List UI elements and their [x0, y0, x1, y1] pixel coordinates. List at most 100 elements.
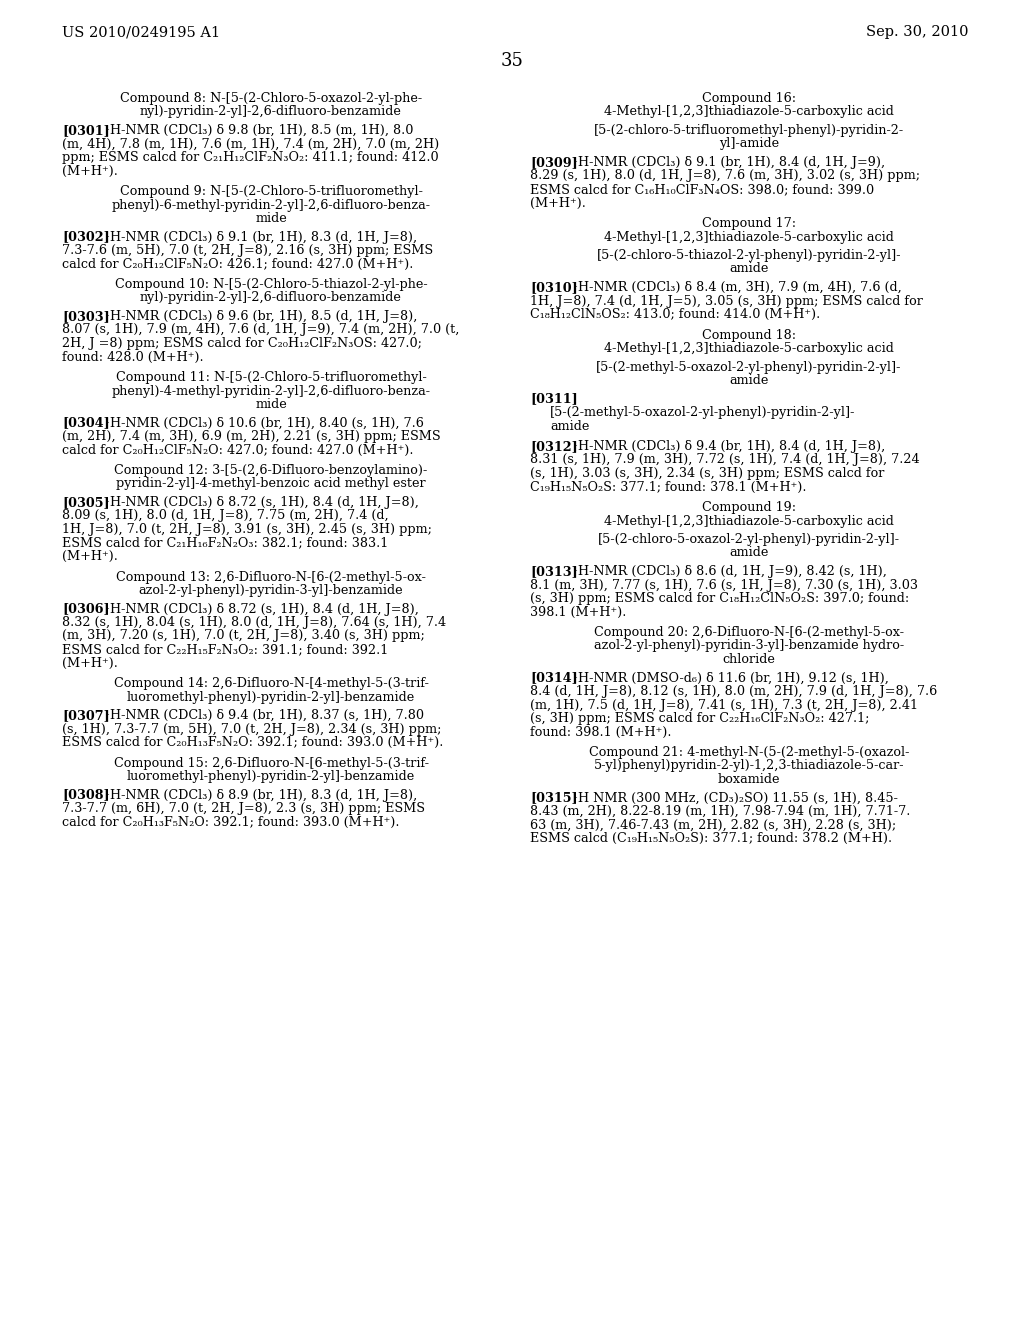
Text: (s, 1H), 7.3-7.7 (m, 5H), 7.0 (t, 2H, J=8), 2.34 (s, 3H) ppm;: (s, 1H), 7.3-7.7 (m, 5H), 7.0 (t, 2H, J=…: [62, 722, 441, 735]
Text: azol-2-yl-phenyl)-pyridin-3-yl]-benzamide: azol-2-yl-phenyl)-pyridin-3-yl]-benzamid…: [138, 583, 403, 597]
Text: (s, 3H) ppm; ESMS calcd for C₂₂H₁₆ClF₂N₃O₂: 427.1;: (s, 3H) ppm; ESMS calcd for C₂₂H₁₆ClF₂N₃…: [530, 711, 869, 725]
Text: [0313]: [0313]: [530, 565, 578, 578]
Text: mide: mide: [255, 213, 287, 224]
Text: 63 (m, 3H), 7.46-7.43 (m, 2H), 2.82 (s, 3H), 2.28 (s, 3H);: 63 (m, 3H), 7.46-7.43 (m, 2H), 2.82 (s, …: [530, 818, 896, 832]
Text: amide: amide: [729, 374, 769, 387]
Text: nyl)-pyridin-2-yl]-2,6-difluoro-benzamide: nyl)-pyridin-2-yl]-2,6-difluoro-benzamid…: [140, 292, 402, 305]
Text: (M+H⁺).: (M+H⁺).: [62, 656, 118, 669]
Text: 8.43 (m, 2H), 8.22-8.19 (m, 1H), 7.98-7.94 (m, 1H), 7.71-7.: 8.43 (m, 2H), 8.22-8.19 (m, 1H), 7.98-7.…: [530, 805, 910, 818]
Text: [0310]: [0310]: [530, 281, 578, 294]
Text: ¹H-NMR (CDCl₃) δ 8.6 (d, 1H, J=9), 8.42 (s, 1H),: ¹H-NMR (CDCl₃) δ 8.6 (d, 1H, J=9), 8.42 …: [573, 565, 887, 578]
Text: Compound 16:: Compound 16:: [701, 92, 796, 106]
Text: ¹H-NMR (CDCl₃) δ 9.4 (br, 1H), 8.37 (s, 1H), 7.80: ¹H-NMR (CDCl₃) δ 9.4 (br, 1H), 8.37 (s, …: [105, 709, 424, 722]
Text: [5-(2-methyl-5-oxazol-2-yl-phenyl)-pyridin-2-yl]-: [5-(2-methyl-5-oxazol-2-yl-phenyl)-pyrid…: [550, 407, 855, 418]
Text: US 2010/0249195 A1: US 2010/0249195 A1: [62, 25, 220, 40]
Text: phenyl)-6-methyl-pyridin-2-yl]-2,6-difluoro-benza-: phenyl)-6-methyl-pyridin-2-yl]-2,6-diflu…: [112, 198, 430, 211]
Text: ¹H-NMR (CDCl₃) δ 8.72 (s, 1H), 8.4 (d, 1H, J=8),: ¹H-NMR (CDCl₃) δ 8.72 (s, 1H), 8.4 (d, 1…: [105, 602, 419, 615]
Text: [0309]: [0309]: [530, 156, 578, 169]
Text: Compound 13: 2,6-Difluoro-N-[6-(2-methyl-5-ox-: Compound 13: 2,6-Difluoro-N-[6-(2-methyl…: [116, 570, 426, 583]
Text: calcd for C₂₀H₁₂ClF₅N₂O: 426.1; found: 427.0 (M+H⁺).: calcd for C₂₀H₁₂ClF₅N₂O: 426.1; found: 4…: [62, 257, 414, 271]
Text: 8.31 (s, 1H), 7.9 (m, 3H), 7.72 (s, 1H), 7.4 (d, 1H, J=8), 7.24: 8.31 (s, 1H), 7.9 (m, 3H), 7.72 (s, 1H),…: [530, 454, 920, 466]
Text: amide: amide: [550, 420, 590, 433]
Text: ESMS calcd for C₁₆H₁₀ClF₃N₄OS: 398.0; found: 399.0: ESMS calcd for C₁₆H₁₀ClF₃N₄OS: 398.0; fo…: [530, 183, 874, 195]
Text: C₁₉H₁₅N₅O₂S: 377.1; found: 378.1 (M+H⁺).: C₁₉H₁₅N₅O₂S: 377.1; found: 378.1 (M+H⁺).: [530, 480, 807, 494]
Text: Compound 20: 2,6-Difluoro-N-[6-(2-methyl-5-ox-: Compound 20: 2,6-Difluoro-N-[6-(2-methyl…: [594, 626, 904, 639]
Text: found: 428.0 (M+H⁺).: found: 428.0 (M+H⁺).: [62, 351, 204, 363]
Text: amide: amide: [729, 263, 769, 276]
Text: Compound 21: 4-methyl-N-(5-(2-methyl-5-(oxazol-: Compound 21: 4-methyl-N-(5-(2-methyl-5-(…: [589, 746, 909, 759]
Text: [0306]: [0306]: [62, 602, 110, 615]
Text: 4-Methyl-[1,2,3]thiadiazole-5-carboxylic acid: 4-Methyl-[1,2,3]thiadiazole-5-carboxylic…: [604, 342, 894, 355]
Text: 7.3-7.7 (m, 6H), 7.0 (t, 2H, J=8), 2.3 (s, 3H) ppm; ESMS: 7.3-7.7 (m, 6H), 7.0 (t, 2H, J=8), 2.3 (…: [62, 803, 425, 814]
Text: ¹H-NMR (CDCl₃) δ 9.8 (br, 1H), 8.5 (m, 1H), 8.0: ¹H-NMR (CDCl₃) δ 9.8 (br, 1H), 8.5 (m, 1…: [105, 124, 414, 137]
Text: 8.29 (s, 1H), 8.0 (d, 1H, J=8), 7.6 (m, 3H), 3.02 (s, 3H) ppm;: 8.29 (s, 1H), 8.0 (d, 1H, J=8), 7.6 (m, …: [530, 169, 920, 182]
Text: luoromethyl-phenyl)-pyridin-2-yl]-benzamide: luoromethyl-phenyl)-pyridin-2-yl]-benzam…: [127, 690, 415, 704]
Text: (m, 3H), 7.20 (s, 1H), 7.0 (t, 2H, J=8), 3.40 (s, 3H) ppm;: (m, 3H), 7.20 (s, 1H), 7.0 (t, 2H, J=8),…: [62, 630, 425, 643]
Text: [0311]: [0311]: [530, 392, 578, 405]
Text: 398.1 (M+H⁺).: 398.1 (M+H⁺).: [530, 606, 627, 619]
Text: calcd for C₂₀H₁₃F₅N₂O: 392.1; found: 393.0 (M+H⁺).: calcd for C₂₀H₁₃F₅N₂O: 392.1; found: 393…: [62, 816, 399, 829]
Text: amide: amide: [729, 546, 769, 560]
Text: ¹H-NMR (CDCl₃) δ 9.4 (br, 1H), 8.4 (d, 1H, J=8),: ¹H-NMR (CDCl₃) δ 9.4 (br, 1H), 8.4 (d, 1…: [573, 440, 886, 453]
Text: [0308]: [0308]: [62, 788, 110, 801]
Text: calcd for C₂₀H₁₂ClF₅N₂O: 427.0; found: 427.0 (M+H⁺).: calcd for C₂₀H₁₂ClF₅N₂O: 427.0; found: 4…: [62, 444, 414, 457]
Text: Compound 15: 2,6-Difluoro-N-[6-methyl-5-(3-trif-: Compound 15: 2,6-Difluoro-N-[6-methyl-5-…: [114, 756, 428, 770]
Text: ¹H-NMR (CDCl₃) δ 8.72 (s, 1H), 8.4 (d, 1H, J=8),: ¹H-NMR (CDCl₃) δ 8.72 (s, 1H), 8.4 (d, 1…: [105, 496, 419, 510]
Text: 8.32 (s, 1H), 8.04 (s, 1H), 8.0 (d, 1H, J=8), 7.64 (s, 1H), 7.4: 8.32 (s, 1H), 8.04 (s, 1H), 8.0 (d, 1H, …: [62, 616, 446, 630]
Text: Compound 10: N-[5-(2-Chloro-5-thiazol-2-yl-phe-: Compound 10: N-[5-(2-Chloro-5-thiazol-2-…: [115, 279, 427, 290]
Text: azol-2-yl-phenyl)-pyridin-3-yl]-benzamide hydro-: azol-2-yl-phenyl)-pyridin-3-yl]-benzamid…: [594, 639, 904, 652]
Text: 8.09 (s, 1H), 8.0 (d, 1H, J=8), 7.75 (m, 2H), 7.4 (d,: 8.09 (s, 1H), 8.0 (d, 1H, J=8), 7.75 (m,…: [62, 510, 389, 523]
Text: ¹H-NMR (CDCl₃) δ 9.1 (br, 1H), 8.4 (d, 1H, J=9),: ¹H-NMR (CDCl₃) δ 9.1 (br, 1H), 8.4 (d, 1…: [573, 156, 886, 169]
Text: ¹H-NMR (CDCl₃) δ 9.1 (br, 1H), 8.3 (d, 1H, J=8),: ¹H-NMR (CDCl₃) δ 9.1 (br, 1H), 8.3 (d, 1…: [105, 231, 418, 243]
Text: ESMS calcd for C₂₀H₁₃F₅N₂O: 392.1; found: 393.0 (M+H⁺).: ESMS calcd for C₂₀H₁₃F₅N₂O: 392.1; found…: [62, 737, 443, 748]
Text: mide: mide: [255, 399, 287, 411]
Text: 2H, J =8) ppm; ESMS calcd for C₂₀H₁₂ClF₂N₃OS: 427.0;: 2H, J =8) ppm; ESMS calcd for C₂₀H₁₂ClF₂…: [62, 337, 422, 350]
Text: [0314]: [0314]: [530, 672, 578, 685]
Text: [0302]: [0302]: [62, 231, 110, 243]
Text: 4-Methyl-[1,2,3]thiadiazole-5-carboxylic acid: 4-Methyl-[1,2,3]thiadiazole-5-carboxylic…: [604, 231, 894, 243]
Text: 1H, J=8), 7.0 (t, 2H, J=8), 3.91 (s, 3H), 2.45 (s, 3H) ppm;: 1H, J=8), 7.0 (t, 2H, J=8), 3.91 (s, 3H)…: [62, 523, 432, 536]
Text: ¹H-NMR (CDCl₃) δ 10.6 (br, 1H), 8.40 (s, 1H), 7.6: ¹H-NMR (CDCl₃) δ 10.6 (br, 1H), 8.40 (s,…: [105, 417, 424, 429]
Text: (m, 4H), 7.8 (m, 1H), 7.6 (m, 1H), 7.4 (m, 2H), 7.0 (m, 2H): (m, 4H), 7.8 (m, 1H), 7.6 (m, 1H), 7.4 (…: [62, 137, 439, 150]
Text: ESMS calcd for C₂₁H₁₆F₂N₂O₃: 382.1; found: 383.1: ESMS calcd for C₂₁H₁₆F₂N₂O₃: 382.1; foun…: [62, 536, 388, 549]
Text: 1H, J=8), 7.4 (d, 1H, J=5), 3.05 (s, 3H) ppm; ESMS calcd for: 1H, J=8), 7.4 (d, 1H, J=5), 3.05 (s, 3H)…: [530, 294, 923, 308]
Text: 5-yl)phenyl)pyridin-2-yl)-1,2,3-thiadiazole-5-car-: 5-yl)phenyl)pyridin-2-yl)-1,2,3-thiadiaz…: [594, 759, 904, 772]
Text: ppm; ESMS calcd for C₂₁H₁₂ClF₂N₃O₂: 411.1; found: 412.0: ppm; ESMS calcd for C₂₁H₁₂ClF₂N₃O₂: 411.…: [62, 150, 438, 164]
Text: [5-(2-chloro-5-thiazol-2-yl-phenyl)-pyridin-2-yl]-: [5-(2-chloro-5-thiazol-2-yl-phenyl)-pyri…: [597, 249, 901, 261]
Text: 8.1 (m, 3H), 7.77 (s, 1H), 7.6 (s, 1H, J=8), 7.30 (s, 1H), 3.03: 8.1 (m, 3H), 7.77 (s, 1H), 7.6 (s, 1H, J…: [530, 578, 918, 591]
Text: 35: 35: [501, 51, 523, 70]
Text: (M+H⁺).: (M+H⁺).: [62, 165, 118, 177]
Text: [0305]: [0305]: [62, 496, 110, 510]
Text: [5-(2-chloro-5-trifluoromethyl-phenyl)-pyridin-2-: [5-(2-chloro-5-trifluoromethyl-phenyl)-p…: [594, 124, 904, 137]
Text: [0303]: [0303]: [62, 310, 110, 323]
Text: ¹H-NMR (CDCl₃) δ 8.9 (br, 1H), 8.3 (d, 1H, J=8),: ¹H-NMR (CDCl₃) δ 8.9 (br, 1H), 8.3 (d, 1…: [105, 788, 418, 801]
Text: Sep. 30, 2010: Sep. 30, 2010: [865, 25, 968, 40]
Text: ESMS calcd (C₁₉H₁₅N₅O₂S): 377.1; found: 378.2 (M+H).: ESMS calcd (C₁₉H₁₅N₅O₂S): 377.1; found: …: [530, 832, 892, 845]
Text: (m, 2H), 7.4 (m, 3H), 6.9 (m, 2H), 2.21 (s, 3H) ppm; ESMS: (m, 2H), 7.4 (m, 3H), 6.9 (m, 2H), 2.21 …: [62, 430, 440, 444]
Text: ¹H NMR (300 MHz, (CD₃)₂SO) 11.55 (s, 1H), 8.45-: ¹H NMR (300 MHz, (CD₃)₂SO) 11.55 (s, 1H)…: [573, 792, 898, 804]
Text: 8.4 (d, 1H, J=8), 8.12 (s, 1H), 8.0 (m, 2H), 7.9 (d, 1H, J=8), 7.6: 8.4 (d, 1H, J=8), 8.12 (s, 1H), 8.0 (m, …: [530, 685, 937, 698]
Text: [5-(2-methyl-5-oxazol-2-yl-phenyl)-pyridin-2-yl]-: [5-(2-methyl-5-oxazol-2-yl-phenyl)-pyrid…: [596, 360, 902, 374]
Text: ¹H-NMR (CDCl₃) δ 8.4 (m, 3H), 7.9 (m, 4H), 7.6 (d,: ¹H-NMR (CDCl₃) δ 8.4 (m, 3H), 7.9 (m, 4H…: [573, 281, 902, 294]
Text: [0301]: [0301]: [62, 124, 110, 137]
Text: 4-Methyl-[1,2,3]thiadiazole-5-carboxylic acid: 4-Methyl-[1,2,3]thiadiazole-5-carboxylic…: [604, 106, 894, 119]
Text: phenyl)-4-methyl-pyridin-2-yl]-2,6-difluoro-benza-: phenyl)-4-methyl-pyridin-2-yl]-2,6-diflu…: [112, 384, 430, 397]
Text: [0312]: [0312]: [530, 440, 578, 453]
Text: [0304]: [0304]: [62, 417, 110, 429]
Text: ¹H-NMR (CDCl₃) δ 9.6 (br, 1H), 8.5 (d, 1H, J=8),: ¹H-NMR (CDCl₃) δ 9.6 (br, 1H), 8.5 (d, 1…: [105, 310, 418, 323]
Text: (m, 1H), 7.5 (d, 1H, J=8), 7.41 (s, 1H), 7.3 (t, 2H, J=8), 2.41: (m, 1H), 7.5 (d, 1H, J=8), 7.41 (s, 1H),…: [530, 698, 918, 711]
Text: found: 398.1 (M+H⁺).: found: 398.1 (M+H⁺).: [530, 726, 672, 738]
Text: yl]-amide: yl]-amide: [719, 137, 779, 150]
Text: Compound 18:: Compound 18:: [701, 329, 796, 342]
Text: 7.3-7.6 (m, 5H), 7.0 (t, 2H, J=8), 2.16 (s, 3H) ppm; ESMS: 7.3-7.6 (m, 5H), 7.0 (t, 2H, J=8), 2.16 …: [62, 244, 433, 257]
Text: (s, 1H), 3.03 (s, 3H), 2.34 (s, 3H) ppm; ESMS calcd for: (s, 1H), 3.03 (s, 3H), 2.34 (s, 3H) ppm;…: [530, 467, 885, 480]
Text: Compound 8: N-[5-(2-Chloro-5-oxazol-2-yl-phe-: Compound 8: N-[5-(2-Chloro-5-oxazol-2-yl…: [120, 92, 422, 106]
Text: Compound 17:: Compound 17:: [701, 216, 796, 230]
Text: ¹H-NMR (DMSO-d₆) δ 11.6 (br, 1H), 9.12 (s, 1H),: ¹H-NMR (DMSO-d₆) δ 11.6 (br, 1H), 9.12 (…: [573, 672, 889, 685]
Text: [0307]: [0307]: [62, 709, 110, 722]
Text: [0315]: [0315]: [530, 792, 578, 804]
Text: (s, 3H) ppm; ESMS calcd for C₁₈H₁₂ClN₅O₂S: 397.0; found:: (s, 3H) ppm; ESMS calcd for C₁₈H₁₂ClN₅O₂…: [530, 591, 909, 605]
Text: Compound 14: 2,6-Difluoro-N-[4-methyl-5-(3-trif-: Compound 14: 2,6-Difluoro-N-[4-methyl-5-…: [114, 677, 428, 690]
Text: (M+H⁺).: (M+H⁺).: [530, 197, 586, 210]
Text: Compound 11: N-[5-(2-Chloro-5-trifluoromethyl-: Compound 11: N-[5-(2-Chloro-5-trifluorom…: [116, 371, 426, 384]
